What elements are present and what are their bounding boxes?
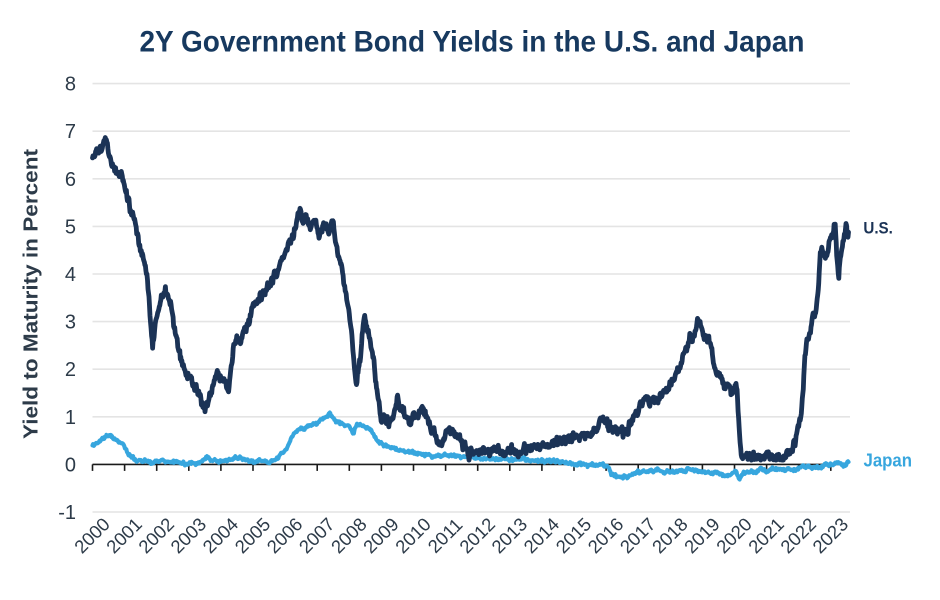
svg-text:1: 1: [65, 407, 76, 429]
svg-text:2: 2: [65, 359, 76, 381]
svg-text:4: 4: [65, 264, 76, 286]
svg-text:8: 8: [65, 74, 76, 96]
svg-text:7: 7: [65, 121, 76, 143]
svg-text:3: 3: [65, 312, 76, 334]
svg-text:0: 0: [65, 454, 76, 476]
svg-text:6: 6: [65, 169, 76, 191]
svg-text:2Y Government Bond Yields in t: 2Y Government Bond Yields in the U.S. an…: [140, 26, 805, 59]
svg-text:Yield to Maturity in Percent: Yield to Maturity in Percent: [21, 149, 43, 439]
svg-text:U.S.: U.S.: [863, 218, 893, 237]
svg-text:-1: -1: [58, 502, 76, 524]
svg-text:5: 5: [65, 216, 76, 238]
svg-text:Japan: Japan: [864, 451, 913, 471]
